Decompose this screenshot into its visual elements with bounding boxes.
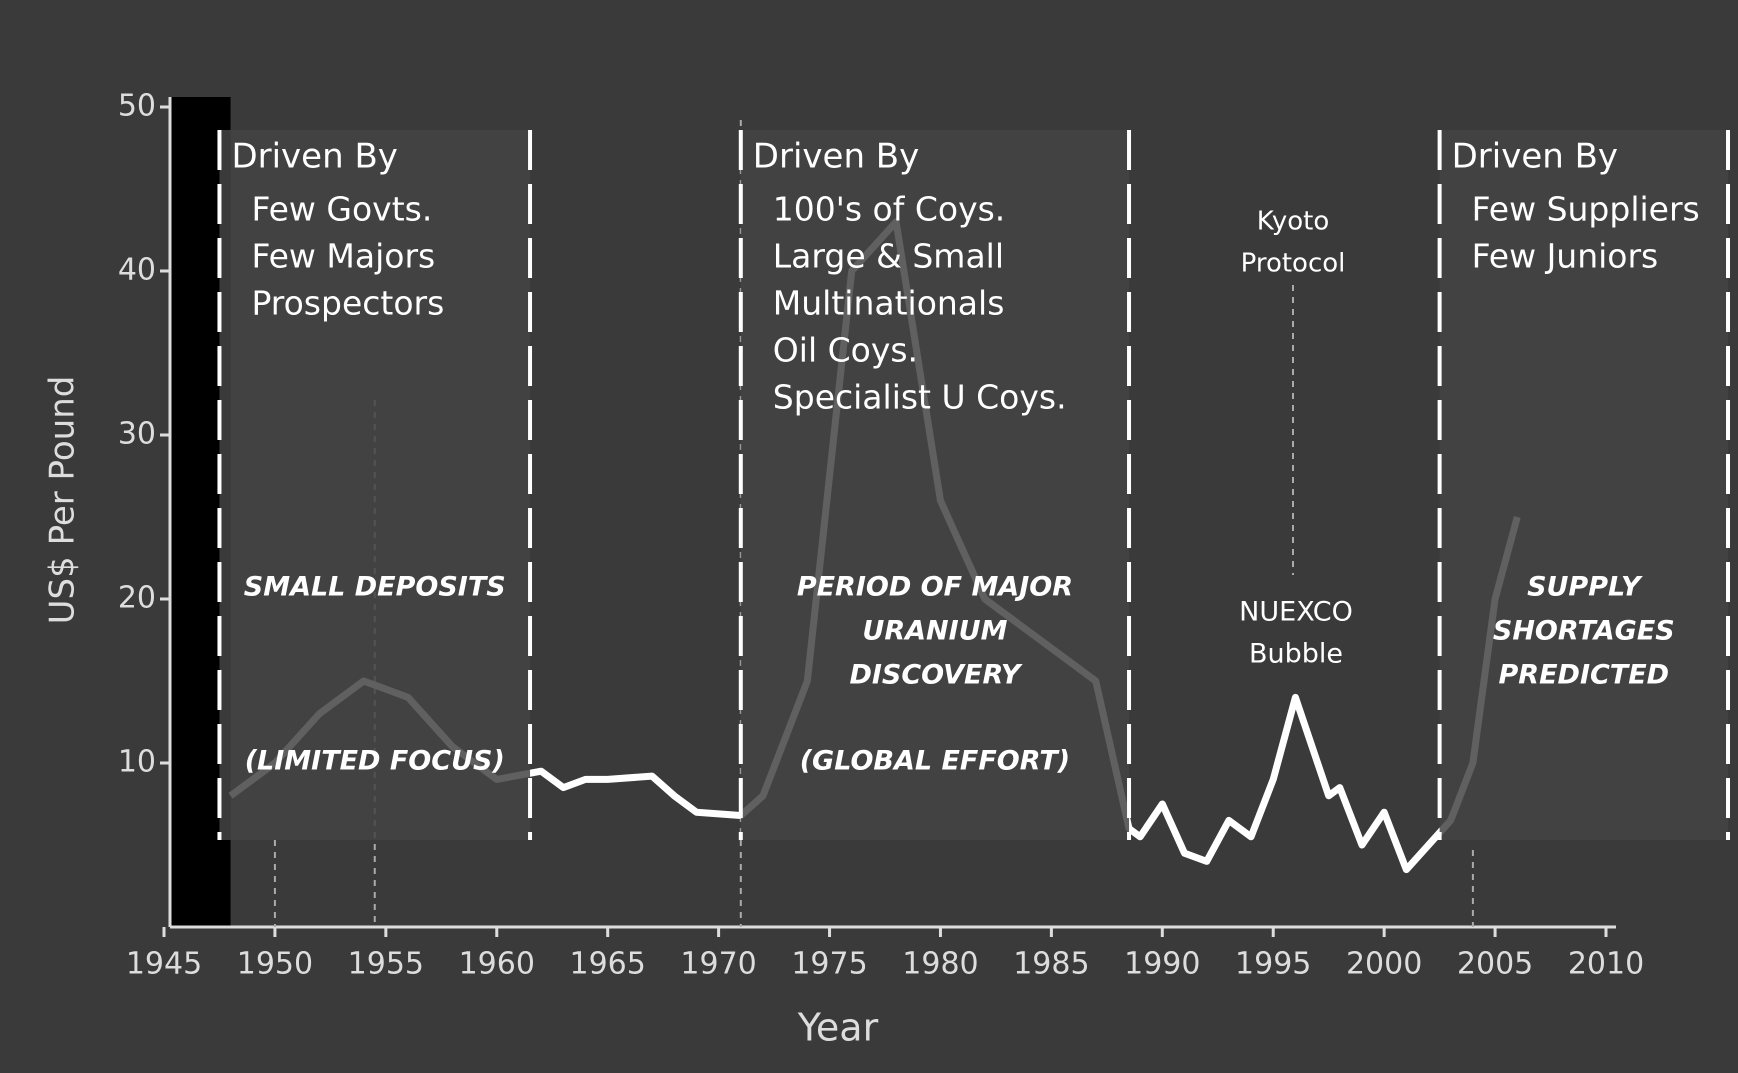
period-summary: DISCOVERY bbox=[849, 660, 1022, 691]
y-tick-label: 30 bbox=[118, 417, 156, 452]
x-tick-label: 1965 bbox=[570, 947, 646, 982]
period-driver: Large & Small bbox=[773, 237, 1004, 276]
y-tick-label: 40 bbox=[118, 253, 156, 288]
x-tick-label: 2005 bbox=[1457, 947, 1533, 982]
period-summary: PERIOD OF MAJOR bbox=[797, 572, 1073, 603]
period-summary: URANIUM bbox=[862, 616, 1007, 647]
x-tick-label: 1985 bbox=[1013, 947, 1089, 982]
period-driver: Few Govts. bbox=[251, 190, 432, 229]
y-axis-label: US$ Per Pound bbox=[43, 376, 83, 625]
period-panel bbox=[219, 130, 531, 840]
x-tick-label: 1955 bbox=[348, 947, 424, 982]
period-driver: Prospectors bbox=[251, 284, 444, 323]
x-tick-label: 1975 bbox=[791, 947, 867, 982]
annotation: Bubble bbox=[1249, 639, 1343, 670]
x-tick-label: 1995 bbox=[1235, 947, 1311, 982]
y-tick-label: 20 bbox=[118, 581, 156, 616]
y-tick-label: 10 bbox=[118, 745, 156, 780]
period-driver: Specialist U Coys. bbox=[773, 378, 1067, 417]
period-note: (GLOBAL EFFORT) bbox=[800, 746, 1070, 777]
period-driver: Few Majors bbox=[251, 237, 435, 276]
x-tick-label: 1980 bbox=[902, 947, 978, 982]
x-tick-label: 1950 bbox=[237, 947, 313, 982]
x-tick-label: 2010 bbox=[1568, 947, 1644, 982]
period-heading: Driven By bbox=[231, 137, 397, 177]
x-tick-label: 1990 bbox=[1124, 947, 1200, 982]
x-tick-label: 2000 bbox=[1346, 947, 1422, 982]
period-heading: Driven By bbox=[1452, 137, 1618, 177]
period-summary: SUPPLY bbox=[1527, 572, 1643, 603]
period-driver: 100's of Coys. bbox=[773, 190, 1005, 229]
period-panel bbox=[1439, 130, 1729, 840]
period-driver: Few Juniors bbox=[1472, 237, 1659, 276]
period-driver: Few Suppliers bbox=[1472, 190, 1700, 229]
period-summary: SMALL DEPOSITS bbox=[244, 572, 506, 603]
x-tick-label: 1960 bbox=[459, 947, 535, 982]
period-panel bbox=[740, 130, 1130, 840]
period-driver: Multinationals bbox=[773, 284, 1005, 323]
x-tick-label: 1945 bbox=[126, 947, 202, 982]
period-note: (LIMITED FOCUS) bbox=[245, 746, 505, 777]
annotation: Protocol bbox=[1241, 249, 1346, 279]
period-driver: Oil Coys. bbox=[773, 331, 918, 370]
annotation: Kyoto bbox=[1257, 207, 1330, 237]
annotation: NUEXCO bbox=[1239, 597, 1353, 628]
x-axis-label: Year bbox=[797, 1006, 879, 1050]
y-tick-label: 50 bbox=[118, 89, 156, 124]
x-tick-label: 1970 bbox=[680, 947, 756, 982]
period-heading: Driven By bbox=[753, 137, 919, 177]
period-summary: PREDICTED bbox=[1499, 660, 1670, 691]
period-summary: SHORTAGES bbox=[1493, 616, 1675, 647]
